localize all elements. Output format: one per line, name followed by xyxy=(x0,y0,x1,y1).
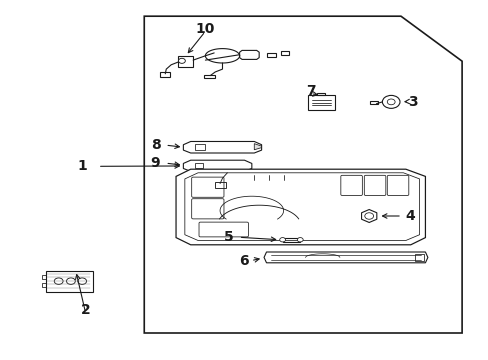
Text: 9: 9 xyxy=(150,156,160,170)
Text: 6: 6 xyxy=(238,255,248,268)
Circle shape xyxy=(364,213,373,219)
Circle shape xyxy=(279,238,285,242)
Text: 10: 10 xyxy=(195,22,215,36)
Polygon shape xyxy=(183,141,261,153)
Polygon shape xyxy=(254,144,261,150)
Polygon shape xyxy=(264,252,427,263)
Text: 7: 7 xyxy=(305,84,315,98)
FancyBboxPatch shape xyxy=(191,177,224,197)
Bar xyxy=(194,144,205,150)
Polygon shape xyxy=(183,160,251,171)
Circle shape xyxy=(178,58,185,63)
Circle shape xyxy=(66,278,75,284)
Text: 1: 1 xyxy=(77,159,87,173)
FancyBboxPatch shape xyxy=(364,175,385,195)
Bar xyxy=(194,163,203,168)
Text: 4: 4 xyxy=(404,209,414,223)
Circle shape xyxy=(382,95,399,108)
Circle shape xyxy=(78,278,86,284)
Polygon shape xyxy=(176,169,425,245)
FancyBboxPatch shape xyxy=(340,175,362,195)
Circle shape xyxy=(297,238,303,242)
Circle shape xyxy=(386,99,394,105)
FancyBboxPatch shape xyxy=(191,199,224,219)
Text: 3: 3 xyxy=(407,95,417,108)
Text: 5: 5 xyxy=(224,230,233,244)
FancyBboxPatch shape xyxy=(386,175,408,195)
Polygon shape xyxy=(361,210,376,222)
Circle shape xyxy=(54,278,63,284)
FancyBboxPatch shape xyxy=(199,222,248,237)
Text: 8: 8 xyxy=(150,138,160,152)
Text: 2: 2 xyxy=(81,303,90,317)
